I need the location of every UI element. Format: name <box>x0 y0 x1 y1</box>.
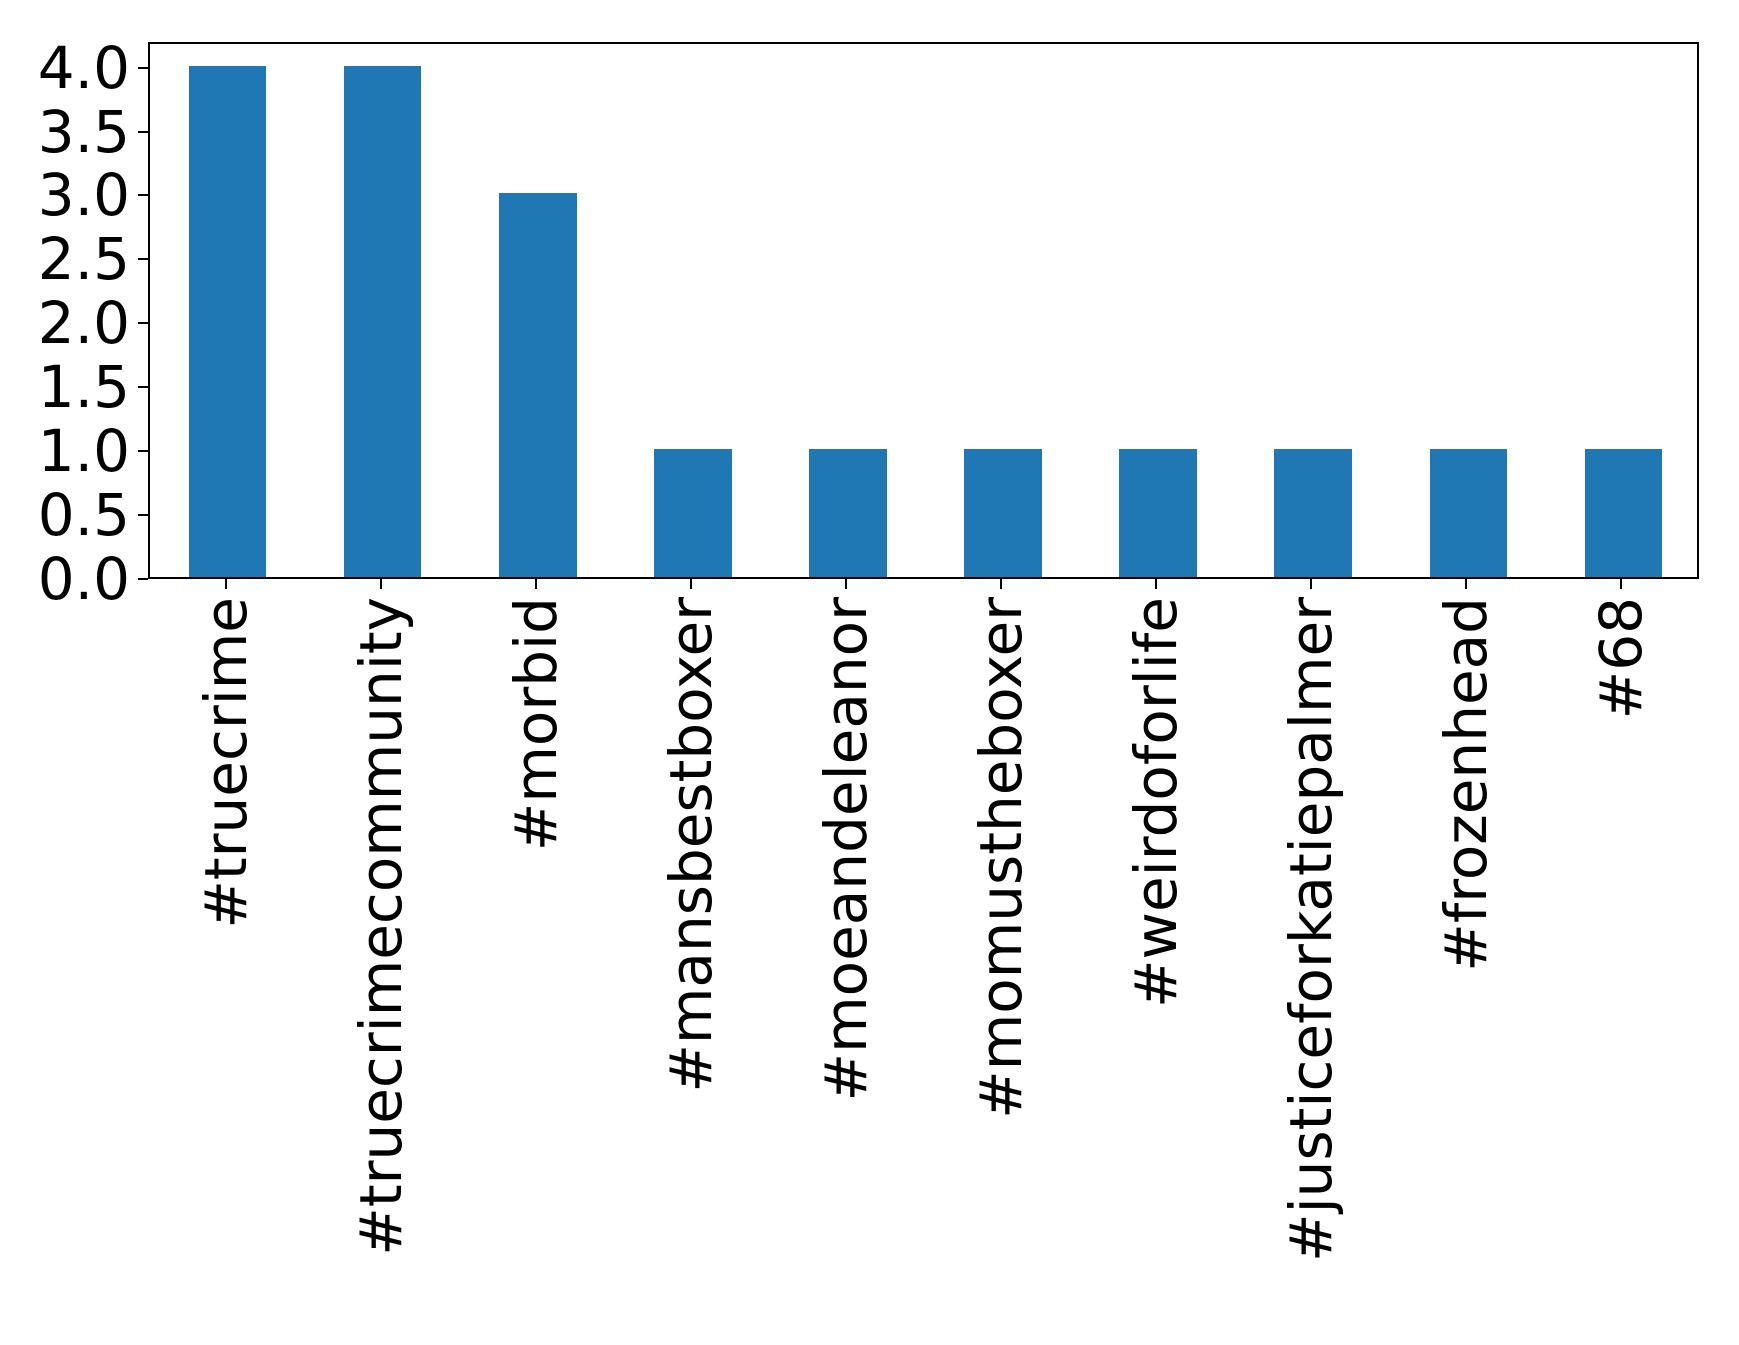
x-axis-tick <box>689 579 692 589</box>
y-axis-tick <box>138 130 148 133</box>
bar <box>1274 449 1353 577</box>
y-axis-tick <box>138 258 148 261</box>
y-axis-tick <box>138 386 148 389</box>
x-tick-label: #morbid <box>501 597 570 852</box>
x-tick-label: #mansbestboxer <box>656 597 725 1093</box>
bar <box>964 449 1042 577</box>
y-axis-tick <box>138 578 148 580</box>
x-axis-tick <box>1310 579 1313 589</box>
x-axis-tick <box>1620 579 1623 589</box>
bar <box>498 193 577 577</box>
y-tick-label: 3.0 <box>37 161 130 230</box>
x-axis-tick <box>534 579 537 589</box>
bar <box>188 65 267 577</box>
bar <box>1584 449 1663 577</box>
plot-area <box>148 42 1699 579</box>
y-tick-label: 1.5 <box>37 353 130 422</box>
y-axis-tick <box>138 194 148 197</box>
bar <box>809 449 887 577</box>
y-axis-tick <box>138 514 148 517</box>
y-tick-label: 4.0 <box>37 33 130 102</box>
x-tick-label: #moeandeleanor <box>811 597 880 1102</box>
x-tick-label: #justiceforkatiepalmer <box>1277 597 1346 1263</box>
x-axis-tick <box>1465 579 1468 589</box>
y-tick-label: 0.0 <box>37 545 130 613</box>
y-axis-tick <box>138 322 148 325</box>
x-axis-tick <box>379 579 382 589</box>
x-axis-tick <box>844 579 847 589</box>
bar <box>1119 449 1197 577</box>
y-axis-tick <box>138 450 148 453</box>
x-tick-label: #frozenhead <box>1432 597 1501 972</box>
y-tick-label: 1.0 <box>37 417 130 486</box>
x-axis-tick <box>1000 579 1003 589</box>
bar <box>1429 449 1508 577</box>
x-tick-label: #truecrimecommunity <box>346 597 415 1256</box>
x-tick-label: #weirdoforlife <box>1122 597 1191 1009</box>
bar <box>343 65 422 577</box>
y-tick-label: 2.0 <box>37 289 130 358</box>
x-tick-label: #truecrime <box>191 597 260 929</box>
y-tick-label: 0.5 <box>37 481 130 550</box>
bar <box>654 449 732 577</box>
y-tick-label: 2.5 <box>37 225 130 294</box>
x-tick-label: #momustheboxer <box>967 597 1036 1119</box>
y-tick-label: 3.5 <box>37 97 130 166</box>
x-axis-tick <box>1155 579 1158 589</box>
x-tick-label: #68 <box>1587 597 1656 720</box>
y-axis-tick <box>138 66 148 69</box>
x-axis-tick <box>224 579 227 589</box>
